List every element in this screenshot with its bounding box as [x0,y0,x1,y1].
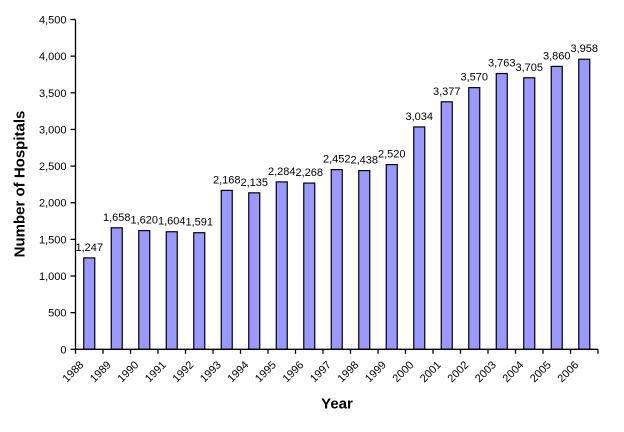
svg-text:3,958: 3,958 [570,43,598,55]
svg-text:4,500: 4,500 [39,15,67,27]
svg-text:2,284: 2,284 [268,166,296,178]
svg-text:3,860: 3,860 [543,50,571,62]
svg-text:3,705: 3,705 [515,62,543,74]
svg-text:1,658: 1,658 [103,212,131,224]
svg-text:3,500: 3,500 [39,88,67,100]
svg-text:Year: Year [321,396,353,413]
svg-text:2,000: 2,000 [39,198,67,210]
svg-text:4,000: 4,000 [39,51,67,63]
svg-text:0: 0 [60,344,66,356]
svg-text:1,620: 1,620 [130,215,158,227]
svg-text:2,438: 2,438 [350,155,378,167]
svg-text:1,591: 1,591 [185,217,213,229]
svg-text:Number of Hospitals: Number of Hospitals [12,111,29,258]
svg-text:1,000: 1,000 [39,271,67,283]
svg-text:3,570: 3,570 [460,72,488,84]
svg-text:3,377: 3,377 [433,86,461,98]
svg-text:3,763: 3,763 [488,58,516,70]
svg-text:2,520: 2,520 [378,149,406,161]
svg-text:2,500: 2,500 [39,161,67,173]
svg-text:1,500: 1,500 [39,234,67,246]
svg-text:3,034: 3,034 [405,111,433,123]
svg-text:1,604: 1,604 [158,216,186,228]
svg-text:500: 500 [48,308,66,320]
svg-text:2,168: 2,168 [213,174,241,186]
svg-text:2,268: 2,268 [295,167,323,179]
svg-text:3,000: 3,000 [39,124,67,136]
svg-text:2,135: 2,135 [240,177,268,189]
svg-text:2,452: 2,452 [323,154,351,166]
svg-text:1,247: 1,247 [75,242,103,254]
